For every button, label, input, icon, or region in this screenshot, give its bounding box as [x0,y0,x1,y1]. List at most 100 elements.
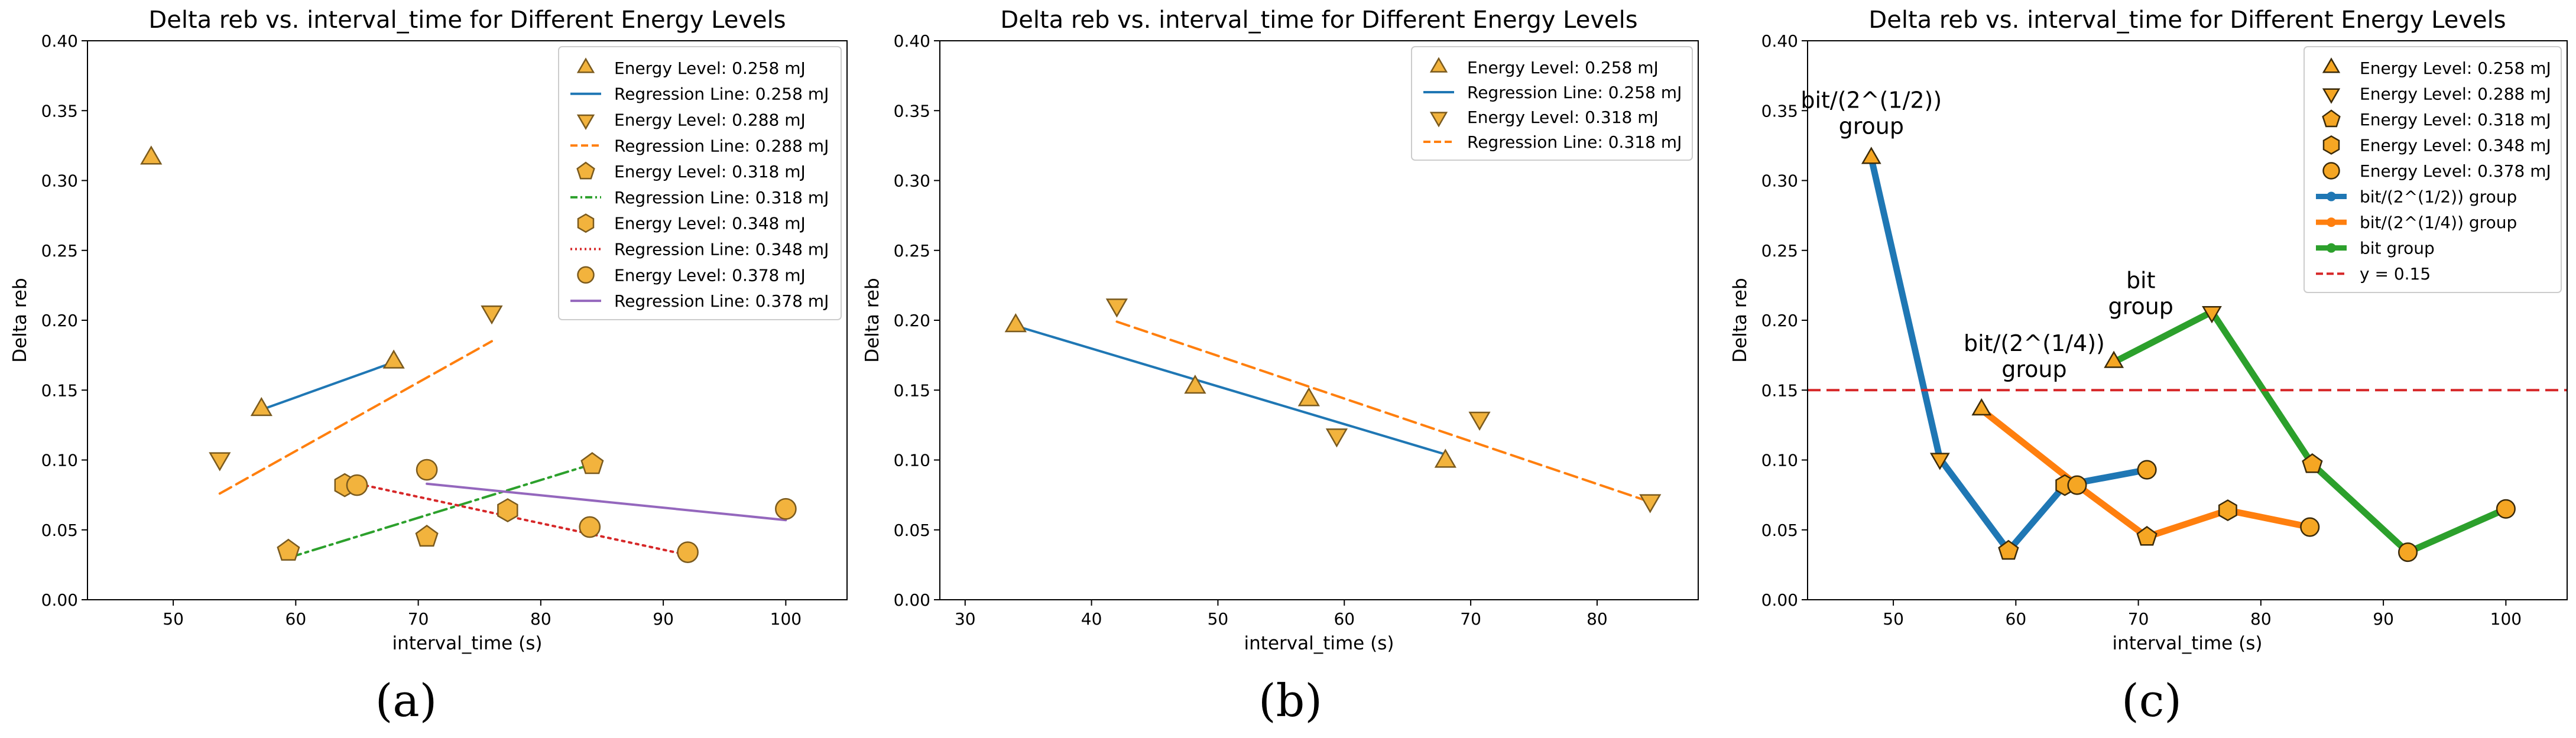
data-point-hexagon [2218,499,2237,522]
legend-marker-circle [2322,162,2340,180]
y-tick-label: 0.05 [41,521,78,540]
chart-title: Delta reb vs. interval_time for Differen… [1868,6,2506,34]
y-tick-label: 0.00 [41,590,78,610]
y-tick-label: 0.05 [1761,521,1798,540]
panel-label: (a) [375,674,437,727]
x-tick-label: 80 [530,609,551,629]
x-tick-label: 100 [770,609,802,629]
plot-area [1004,298,1662,513]
data-point-triangle-up [1004,313,1027,333]
group-annotation: bit/(2^(1/2)) group [1800,87,1942,139]
data-point-pentagon [2302,453,2323,473]
x-tick-label: 90 [653,609,674,629]
x-tick-label: 70 [2128,609,2149,629]
axes-frame [1807,40,2568,600]
data-point-circle [2137,460,2157,480]
x-tick-label: 50 [163,609,184,629]
data-point-triangle-down [1325,428,1348,448]
data-point-pentagon [415,525,439,547]
axes-frame [87,40,848,600]
data-point-triangle-up [1184,374,1206,394]
legend-marker-circle [577,266,595,284]
legend-entry-label: Energy Level: 0.378 mJ [614,265,806,285]
legend-line-vertex [2327,191,2336,201]
legend-marker-triangle-down [1429,112,1448,128]
data-point-pentagon [580,452,604,474]
y-tick-label: 0.00 [894,590,930,610]
y-tick-label: 0.30 [1761,171,1798,191]
legend-entry-label: Energy Level: 0.258 mJ [2360,58,2551,78]
chart-title: Delta reb vs. interval_time for Differen… [148,6,786,34]
x-tick-label: 50 [1208,609,1229,629]
y-axis-label: Delta reb [1730,278,1751,362]
data-point-triangle-down [1639,494,1662,513]
legend-entry-label: Energy Level: 0.258 mJ [1467,58,1659,77]
series-regression-line-0-348-mj [343,480,689,557]
y-tick-label: 0.15 [894,381,930,400]
legend-line-vertex [2327,243,2336,253]
x-axis-label: interval_time (s) [2113,633,2263,654]
legend-entry-label: bit group [2360,239,2435,258]
panel-label: (c) [2121,674,2182,727]
series-bit-group [2110,308,2509,556]
data-point-pentagon [277,538,300,561]
legend: Energy Level: 0.258 mJ Regression Line: 0… [1411,46,1693,161]
legend-entry-label: Energy Level: 0.318 mJ [2360,110,2551,129]
legend-entry-label: Regression Line: 0.258 mJ [614,84,829,104]
group-annotation: bit group [2108,268,2173,320]
legend-entry-label: Energy Level: 0.318 mJ [614,162,806,181]
x-tick-label: 80 [1587,609,1608,629]
y-tick-label: 0.40 [894,31,930,51]
x-tick-label: 100 [2490,609,2522,629]
legend-line-vertex [2327,217,2336,227]
legend-marker-hexagon [577,213,595,233]
series-regression-line-0-258-mj [1014,324,1447,456]
y-tick-label: 0.20 [1761,311,1798,330]
x-tick-label: 40 [1081,609,1102,629]
panel-b: Delta reb vs. interval_time for Differen… [862,6,1699,727]
data-point-circle [775,498,797,520]
y-tick-label: 0.10 [894,451,930,470]
data-point-circle [2067,475,2087,495]
legend: Energy Level: 0.258 mJ Energy Level: 0.28… [2304,46,2562,293]
legend-marker-triangle-down [576,114,595,130]
y-tick-label: 0.35 [1761,101,1798,121]
series-regression-line-0-378-mj [426,482,787,522]
legend-entry-label: Regression Line: 0.318 mJ [1467,132,1682,152]
series-regression-line-0-318-mj [287,463,593,559]
legend-marker-pentagon [2322,109,2341,128]
data-point-triangle-down [1929,453,1950,470]
legend-entry-label: Energy Level: 0.318 mJ [1467,108,1659,127]
legend: Energy Level: 0.258 mJ Regression Line: 0… [558,46,842,320]
group-annotation: bit/(2^(1/4)) group [1964,330,2105,382]
data-point-triangle-up [1434,448,1456,468]
legend-marker-triangle-up [576,57,595,73]
series-regression-line-0-288-mj [218,340,493,495]
data-point-pentagon [2136,526,2158,546]
data-point-triangle-down [1468,411,1491,431]
data-point-triangle-down [209,452,231,472]
data-point-circle [579,516,601,538]
y-tick-label: 0.05 [894,521,930,540]
series-regression-line-0-318-mj [1115,320,1652,503]
panel-label: (b) [1258,674,1322,727]
data-point-triangle-up [1861,147,1881,164]
y-tick-label: 0.20 [894,311,930,330]
legend-entry-label: Energy Level: 0.288 mJ [614,110,806,130]
legend-entry-label: Energy Level: 0.348 mJ [2360,135,2551,155]
data-point-triangle-up [140,145,163,165]
legend-entry-label: Regression Line: 0.378 mJ [614,291,829,311]
data-point-triangle-up [2104,350,2124,368]
data-point-circle [2300,517,2320,537]
x-tick-label: 90 [2373,609,2394,629]
x-tick-label: 60 [1334,609,1355,629]
y-tick-label: 0.15 [41,381,78,400]
data-point-circle [2496,499,2516,519]
y-tick-label: 0.25 [41,241,78,261]
y-tick-label: 0.15 [1761,381,1798,400]
y-tick-label: 0.25 [894,241,930,261]
x-tick-label: 60 [285,609,307,629]
y-axis-label: Delta reb [9,278,31,362]
y-tick-label: 0.30 [894,171,930,191]
